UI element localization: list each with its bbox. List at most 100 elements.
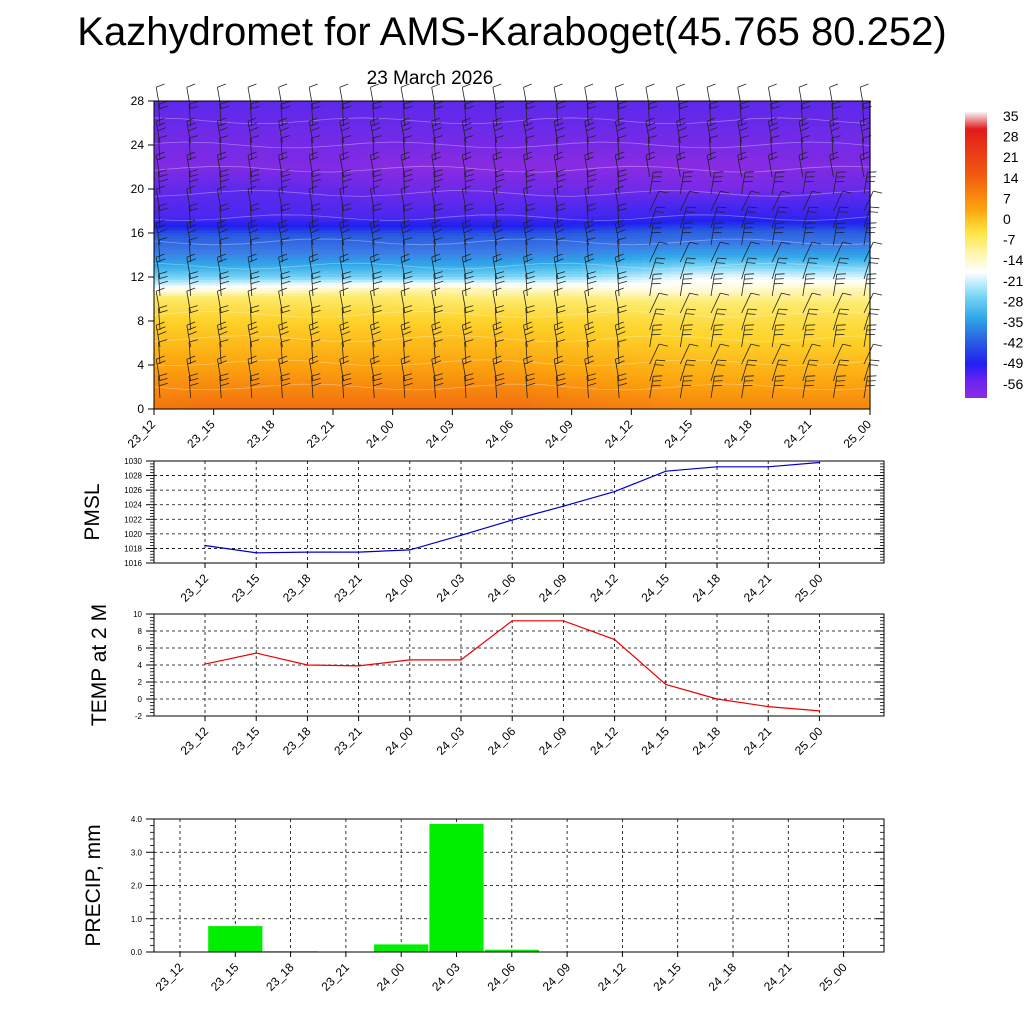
temperature-cell (541, 205, 553, 209)
temperature-cell (750, 172, 762, 176)
temperature-cell (681, 227, 692, 231)
temperature-cell (790, 244, 801, 248)
temperature-cell (551, 241, 563, 245)
temperature-cell (820, 142, 831, 146)
temperature-cell (710, 235, 722, 240)
temperature-cell (621, 139, 632, 143)
temperature-cell (382, 227, 394, 231)
temperature-cell (193, 191, 205, 196)
temperature-cell (760, 189, 772, 193)
temperature-cell (193, 230, 205, 234)
temperature-cell (760, 279, 772, 284)
temperature-cell (362, 139, 374, 143)
temperature-cell (313, 156, 324, 160)
temperature-cell (492, 246, 503, 251)
temperature-cell (740, 172, 752, 176)
temperature-cell (482, 103, 493, 108)
temperature-cell (601, 216, 613, 220)
temperature-cell (850, 244, 861, 248)
temperature-cell (800, 120, 811, 124)
temperature-cell (293, 274, 304, 278)
temperature-cell (193, 213, 205, 218)
temperature-cell (661, 186, 672, 190)
temperature-cell (154, 194, 165, 198)
temperature-cell (422, 252, 434, 256)
temperature-cell (402, 139, 414, 143)
temperature-cell (800, 230, 811, 234)
temperature-cell (382, 241, 394, 245)
temperature-cell (770, 227, 782, 231)
temperature-cell (163, 257, 175, 262)
temperature-cell (691, 123, 702, 127)
temperature-cell (203, 186, 215, 190)
temperature-cell (512, 106, 523, 110)
temperature-cell (442, 216, 453, 220)
temperature-cell (760, 164, 772, 168)
temperature-cell (810, 134, 821, 138)
temperature-cell (432, 200, 443, 204)
temperature-cell (820, 224, 831, 229)
temperature-cell (800, 208, 811, 212)
temperature-cell (293, 238, 304, 242)
temperature-cell (293, 213, 304, 218)
temperature-cell (492, 134, 503, 138)
temperature-cell (591, 103, 603, 108)
temperature-cell (452, 216, 463, 220)
temperature-cell (243, 150, 255, 154)
temperature-cell (691, 101, 702, 105)
temperature-cell (352, 175, 364, 179)
temperature-cell (790, 101, 801, 105)
temperature-cell (392, 112, 404, 116)
temperature-cell (800, 213, 811, 218)
temperature-cell (512, 216, 523, 220)
temperature-cell (482, 123, 493, 127)
temperature-cell (591, 285, 603, 289)
temperature-cell (482, 260, 493, 264)
temperature-cell (223, 145, 235, 149)
temperature-cell (790, 194, 801, 198)
temperature-cell (432, 161, 443, 165)
temperature-cell (233, 252, 245, 256)
temperature-cell (830, 235, 841, 240)
temperature-cell (213, 288, 225, 292)
temperature-cell (840, 255, 851, 259)
temperature-cell (551, 224, 563, 229)
temperature-cell (462, 230, 473, 234)
temperature-cell (691, 285, 702, 289)
temperature-cell (820, 233, 831, 237)
temperature-cell (631, 246, 642, 251)
temperature-cell (551, 131, 563, 135)
temperature-cell (820, 117, 831, 121)
temperature-cell (333, 290, 344, 295)
temperature-cell (273, 277, 284, 281)
temperature-cell (681, 282, 692, 286)
temperature-cell (283, 238, 294, 242)
temperature-cell (691, 246, 702, 251)
temperature-cell (213, 279, 225, 284)
temperature-cell (601, 266, 613, 270)
temperature-cell (392, 213, 404, 218)
temperature-cell (710, 266, 722, 270)
temperature-cell (442, 255, 453, 259)
temperature-cell (452, 230, 463, 234)
temperature-cell (323, 114, 334, 119)
temperature-cell (392, 282, 404, 286)
temperature-cell (313, 268, 324, 273)
temperature-cell (780, 180, 792, 185)
temperature-cell (780, 266, 792, 270)
temperature-cell (671, 180, 682, 185)
temperature-cell (502, 123, 513, 127)
temperature-cell (591, 208, 603, 212)
temperature-cell (402, 279, 414, 284)
temperature-cell (840, 156, 851, 160)
temperature-cell (561, 142, 573, 146)
temperature-cell (631, 191, 642, 196)
temperature-cell (203, 219, 215, 223)
temperature-cell (412, 109, 424, 113)
temperature-cell (730, 194, 742, 198)
temperature-cell (571, 271, 583, 275)
temperature-cell (452, 156, 463, 160)
temperature-cell (750, 128, 762, 132)
temperature-cell (462, 120, 473, 124)
temperature-cell (611, 158, 622, 163)
